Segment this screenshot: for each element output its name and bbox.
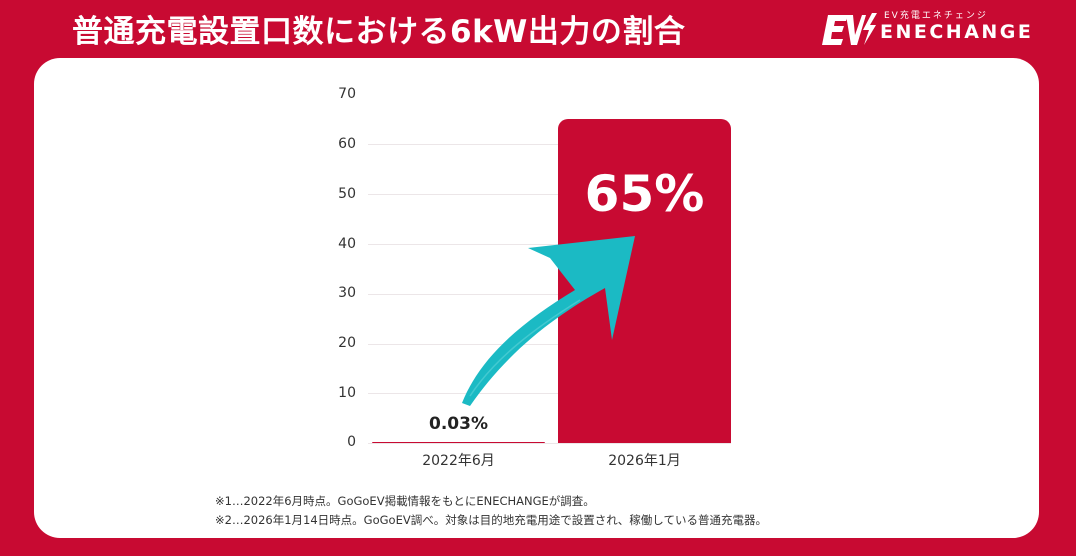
x-axis-label: 2022年6月 <box>422 453 495 469</box>
y-tick: 10 <box>338 385 356 401</box>
growth-arrow-icon <box>462 236 635 406</box>
y-tick: 70 <box>338 86 356 102</box>
logo-subtitle: EV充電エネチェンジ <box>884 11 988 21</box>
y-tick: 30 <box>338 285 356 301</box>
page-title: 普通充電設置口数における6kW出力の割合 <box>72 14 686 50</box>
footnote-1: ※1…2022年6月時点。GoGoEV掲載情報をもとにENECHANGEが調査。 <box>215 494 595 508</box>
bar-value-label: 0.03% <box>429 414 488 434</box>
bar-2022-06 <box>372 442 545 443</box>
logo-wordmark: ENECHANGE <box>880 21 1034 43</box>
y-tick: 50 <box>338 186 356 202</box>
enechange-logo: EV充電エネチェンジ ENECHANGE <box>822 6 1031 50</box>
footnote-2: ※2…2026年1月14日時点。GoGoEV調べ。対象は目的地充電用途で設置され… <box>215 513 767 527</box>
y-tick: 0 <box>347 434 356 450</box>
ev-lightning-logo-icon <box>822 13 877 45</box>
bar-value-label: 65% <box>584 165 705 223</box>
gridline <box>368 294 731 295</box>
x-axis-label: 2026年1月 <box>608 453 681 469</box>
chart-card <box>34 58 1039 538</box>
gridline <box>368 244 731 245</box>
gridline <box>368 344 731 345</box>
y-tick: 40 <box>338 236 356 252</box>
gridline <box>368 393 731 394</box>
y-tick: 60 <box>338 136 356 152</box>
gridline <box>368 194 731 195</box>
baseline <box>368 443 731 444</box>
gridline <box>368 144 731 145</box>
y-tick: 20 <box>338 335 356 351</box>
